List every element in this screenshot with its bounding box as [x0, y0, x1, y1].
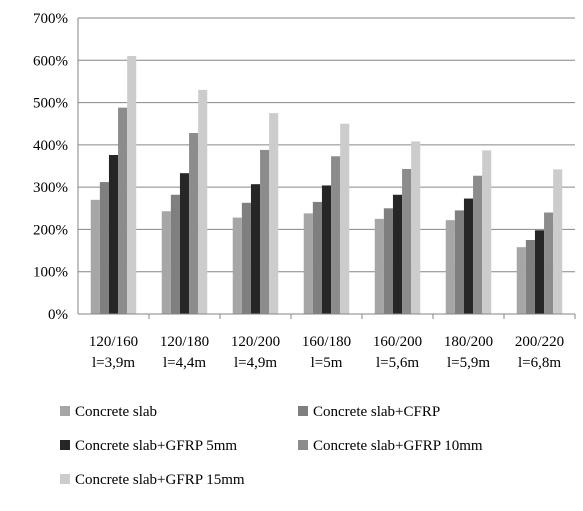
x-tick-sublabel: l=5m [311, 355, 343, 371]
bar-3-2 [179, 173, 190, 314]
bar-4-4 [331, 156, 341, 314]
bar-4-3 [260, 149, 270, 314]
x-tick-label: 120/180 [160, 334, 209, 350]
legend-item: Concrete slab+GFRP 5mm [60, 438, 237, 454]
bar-3-3 [250, 184, 261, 314]
bar-4-6 [473, 175, 483, 314]
bar-5-7 [553, 169, 563, 314]
bar-3-7 [534, 230, 545, 314]
bar-1-1 [90, 199, 100, 314]
y-tick-label: 300% [33, 180, 68, 196]
bar-2-5 [383, 208, 393, 314]
y-tick-label: 400% [33, 138, 68, 154]
bar-5-6 [482, 150, 492, 314]
bar-1-2 [161, 211, 171, 314]
bar-4-2 [189, 133, 199, 314]
legend-swatch [60, 474, 70, 484]
x-tick-sublabel: l=4,9m [234, 355, 277, 371]
x-tick-label: 120/160 [89, 334, 138, 350]
axes [77, 18, 576, 319]
y-tick-labels: 0% 100% 200% 300% 400% 500% 600% 700% [33, 11, 68, 323]
x-tick-label: 120/200 [231, 334, 280, 350]
legend-swatch [298, 440, 308, 450]
bar-5-2 [198, 89, 208, 314]
x-tick-sublabel: l=5,6m [376, 355, 419, 371]
bar-1-7 [516, 247, 526, 314]
x-tick-sublabel: l=6,8m [518, 355, 561, 371]
x-tick-labels: 120/160 l=3,9m 120/180 l=4,4m 120/200 l=4,9m 1… [89, 334, 564, 371]
legend-item: Concrete slab+GFRP 10mm [298, 438, 483, 454]
y-tick-label: 700% [33, 11, 68, 27]
bar-2-7 [525, 240, 535, 314]
legend-label: Concrete slab+GFRP 5mm [75, 438, 237, 454]
bar-2-6 [454, 210, 464, 314]
legend-label: Concrete slab [75, 404, 157, 420]
legend-swatch [60, 440, 70, 450]
bar-3-1 [108, 155, 119, 314]
y-tick-label: 600% [33, 53, 68, 69]
bar-5-3 [269, 113, 279, 315]
legend-item: Concrete slab [60, 404, 157, 420]
legend-swatch [298, 406, 308, 416]
bar-3-6 [463, 198, 474, 314]
legend-label: Concrete slab+GFRP 10mm [313, 438, 483, 454]
bar-5-5 [411, 141, 421, 314]
x-tick-label: 180/200 [444, 334, 493, 350]
x-tick-sublabel: l=5,9m [447, 355, 490, 371]
bars [90, 56, 563, 315]
legend-swatch [60, 406, 70, 416]
x-tick-sublabel: l=4,4m [163, 355, 206, 371]
bar-1-4 [303, 213, 313, 314]
y-tick-label: 200% [33, 222, 68, 238]
bar-5-1 [127, 56, 137, 315]
y-tick-label: 500% [33, 96, 68, 112]
bar-2-1 [99, 182, 109, 314]
bar-2-2 [170, 194, 180, 314]
legend-item: Concrete slab+GFRP 15mm [60, 472, 245, 488]
bar-1-5 [374, 218, 384, 314]
bar-1-3 [232, 217, 242, 314]
legend: Concrete slab Concrete slab+CFRP Concrete … [60, 404, 483, 488]
bar-5-4 [340, 123, 350, 314]
bar-4-7 [544, 212, 554, 314]
bar-3-4 [321, 185, 332, 314]
x-tick-label: 160/200 [373, 334, 422, 350]
x-tick-label: 160/180 [302, 334, 351, 350]
legend-item: Concrete slab+CFRP [298, 404, 440, 420]
bar-2-3 [241, 202, 251, 314]
bar-2-4 [312, 201, 322, 314]
y-tick-label: 100% [33, 265, 68, 281]
y-tick-label: 0% [48, 307, 68, 323]
legend-label: Concrete slab+GFRP 15mm [75, 472, 245, 488]
bar-1-6 [445, 220, 455, 314]
x-tick-sublabel: l=3,9m [92, 355, 135, 371]
bar-3-5 [392, 194, 403, 314]
bar-4-5 [402, 168, 412, 314]
legend-label: Concrete slab+CFRP [313, 404, 440, 420]
x-tick-label: 200/220 [515, 334, 564, 350]
bar-4-1 [118, 107, 128, 314]
